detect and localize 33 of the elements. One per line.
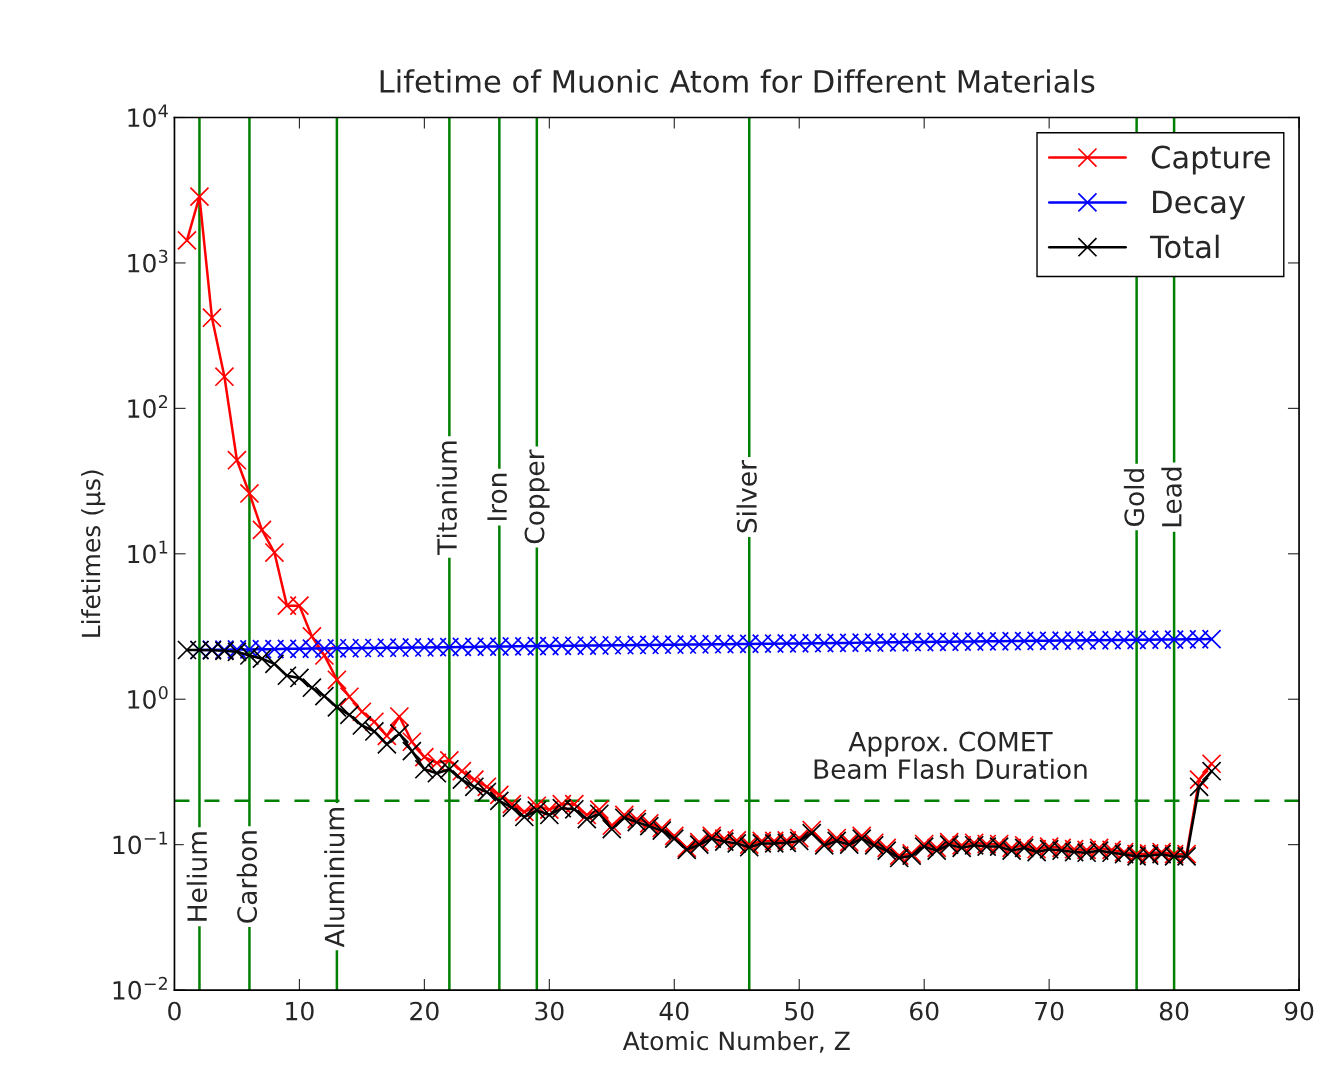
ref-line-label: Iron (487, 473, 507, 520)
ref-line-label: Titanium (436, 441, 458, 555)
y-tick-label: 10$^{0}$ (128, 685, 168, 709)
x-tick-label: 80 (1159, 1001, 1189, 1021)
chart-title: Lifetime of Muonic Atom for Different Materials (380, 69, 1095, 93)
y-tick-label: 10$^{4}$ (128, 104, 168, 128)
y-axis-title: Lifetimes (μs) (81, 470, 106, 637)
x-tick-label: 20 (410, 1001, 439, 1021)
x-tick-label: 70 (1035, 1001, 1064, 1021)
ref-line-label: Copper (524, 449, 550, 544)
y-tick-label: 10$^{−1}$ (113, 831, 168, 855)
y-tick-label: 10$^{3}$ (128, 249, 168, 273)
legend-label: Decay (1153, 190, 1246, 220)
y-tick-label: 10$^{2}$ (128, 395, 168, 419)
legend-label: Capture (1151, 145, 1270, 175)
ref-line-label: Gold (1123, 469, 1145, 526)
x-tick-label: 90 (1284, 1001, 1314, 1021)
x-tick-label: 60 (910, 1001, 939, 1021)
x-tick-label: 10 (286, 1001, 314, 1021)
ref-line-label: Carbon (236, 831, 258, 923)
legend-label: Total (1149, 234, 1219, 259)
y-tick-label: 10$^{−2}$ (113, 976, 167, 1000)
x-tick-label: 30 (535, 1001, 564, 1021)
ref-line-label: Silver (736, 460, 757, 533)
x-tick-label: 40 (659, 1001, 689, 1021)
ref-line-label: Approx. COMET Beam Flash Duration (814, 731, 1087, 780)
x-tick-label: 50 (785, 1001, 814, 1021)
ref-line-label: Lead (1161, 467, 1182, 527)
ref-line-label: Aluminium (324, 808, 345, 948)
ref-line-label: Helium (186, 832, 208, 921)
y-tick-label: 10$^{1}$ (128, 540, 168, 564)
x-tick-label: 0 (168, 1001, 181, 1021)
x-axis-title: Atomic Number, Z (622, 1030, 850, 1053)
